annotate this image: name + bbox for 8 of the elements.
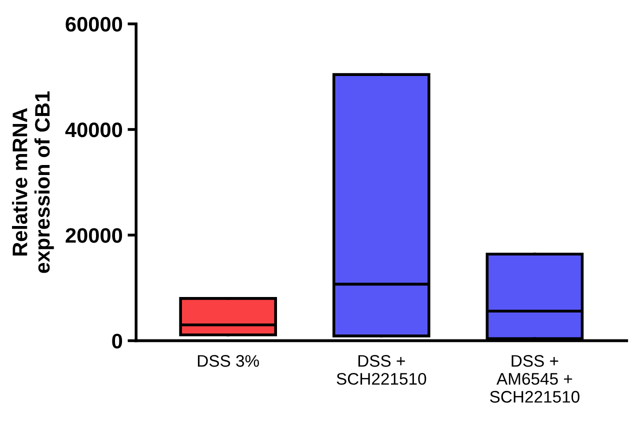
y-axis-title: Relative mRNA expression of CB1 <box>12 91 54 273</box>
x-tick-label: DSS + SCH221510 <box>336 355 426 385</box>
y-tick-label: 60000 <box>66 16 122 32</box>
y-tick-label: 40000 <box>65 122 122 138</box>
x-tick-label: DSS + AM6545 + SCH221510 <box>490 355 580 403</box>
y-tick-label: 0 <box>112 334 122 348</box>
y-tick-label: 20000 <box>66 228 122 243</box>
x-tick-label: DSS 3% <box>198 355 259 367</box>
